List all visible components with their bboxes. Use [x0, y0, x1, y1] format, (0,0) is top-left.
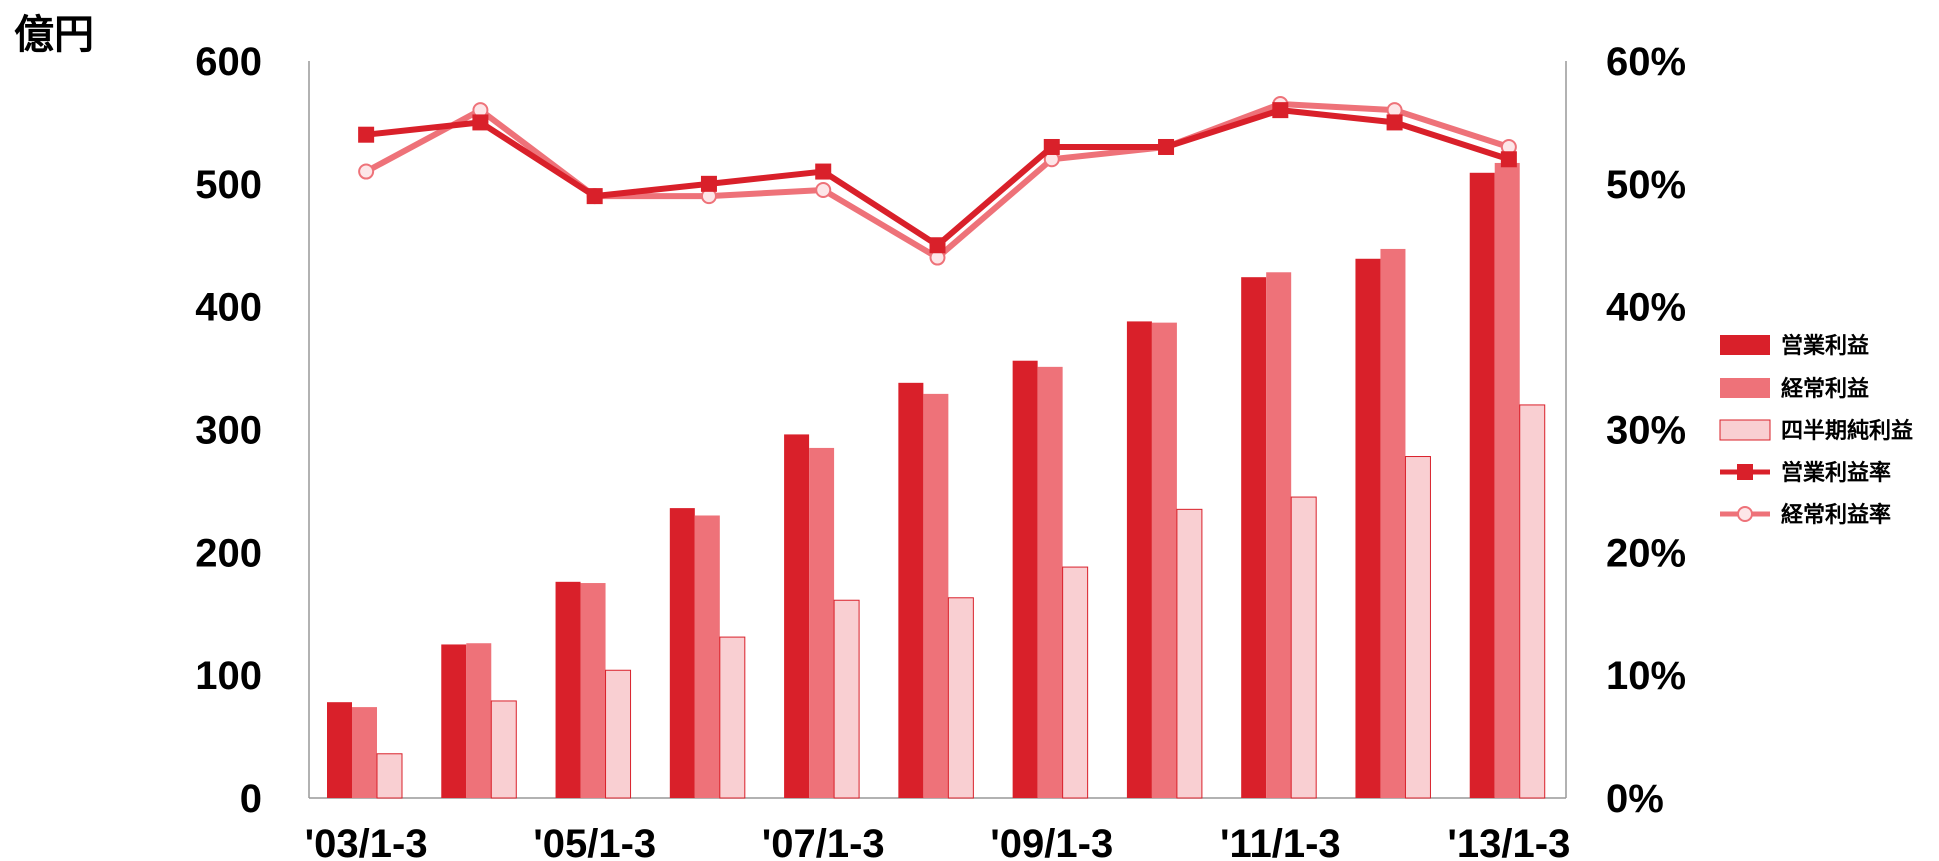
y2-tick-label: 50%	[1606, 163, 1686, 207]
y-tick-label: 400	[195, 286, 262, 330]
bar-operating-profit	[1241, 277, 1267, 799]
operating-margin-marker	[700, 175, 717, 192]
y-axis-ticks: 0 100 200 300 400 500 600	[195, 40, 262, 821]
ordinary-margin-line	[364, 100, 1510, 261]
operating-margin-marker	[1043, 138, 1060, 155]
bar-ordinary-profit	[694, 515, 720, 798]
bar-ordinary-profit	[1037, 366, 1063, 798]
bar-operating-profit	[1355, 258, 1381, 798]
legend-swatch-operating-profit	[1720, 335, 1770, 355]
bar-ordinary-profit	[923, 393, 949, 798]
x-axis-ticks: '03/1-3 '05/1-3 '07/1-3 '09/1-3 '11/1-3 '13/1…	[305, 822, 1571, 861]
bar-ordinary-profit	[352, 707, 377, 798]
bar-net-profit	[376, 753, 403, 799]
bar-operating-profit	[1126, 321, 1152, 798]
bar-ordinary-profit	[1151, 322, 1177, 798]
operating-margin-marker	[929, 237, 946, 254]
bar-operating-profit	[327, 702, 352, 798]
bar-net-profit	[1062, 566, 1089, 799]
legend-swatch-operating-margin-marker	[1737, 464, 1753, 480]
bar-net-profit	[947, 597, 974, 799]
operating-margin-marker	[1500, 151, 1517, 168]
y-tick-label: 300	[195, 409, 262, 453]
bar-operating-profit	[1469, 172, 1495, 799]
bar-net-profit	[719, 636, 746, 799]
operating-margin-marker	[815, 163, 832, 180]
lines-layer	[358, 95, 1517, 266]
y-tick-label: 0	[240, 777, 262, 821]
bar-ordinary-profit	[1266, 272, 1292, 799]
y2-tick-label: 20%	[1606, 531, 1686, 575]
bar-net-profit	[605, 669, 632, 799]
y2-tick-label: 0%	[1606, 777, 1664, 821]
bar-operating-profit	[669, 508, 695, 798]
bar-ordinary-profit	[1494, 162, 1520, 798]
operating-margin-marker	[358, 126, 375, 143]
legend-label: 営業利益率	[1781, 460, 1891, 486]
bar-operating-profit	[1012, 360, 1038, 798]
bar-net-profit	[1290, 496, 1317, 799]
bars-layer	[327, 162, 1546, 799]
bar-net-profit	[1404, 456, 1431, 799]
x-tick-label: '05/1-3	[533, 822, 656, 861]
bar-ordinary-profit	[466, 643, 492, 798]
y2-tick-label: 30%	[1606, 409, 1686, 453]
operating-margin-marker	[1386, 114, 1403, 131]
ordinary-margin-marker	[815, 181, 832, 198]
bar-operating-profit	[555, 581, 581, 798]
y-tick-label: 500	[195, 163, 262, 207]
y-tick-label: 100	[195, 654, 262, 698]
operating-margin-marker	[1272, 102, 1289, 119]
x-tick-label: '13/1-3	[1447, 822, 1570, 861]
bar-ordinary-profit	[1380, 248, 1406, 798]
bar-operating-profit	[784, 434, 810, 798]
legend-swatch-net-profit	[1719, 419, 1771, 441]
operating-margin-marker	[1158, 138, 1175, 155]
y2-tick-label: 10%	[1606, 654, 1686, 698]
legend-swatch-ordinary-profit	[1720, 378, 1770, 398]
x-tick-label: '09/1-3	[990, 822, 1113, 861]
ordinary-margin-marker	[358, 163, 375, 180]
y-tick-label: 600	[195, 40, 262, 84]
bar-net-profit	[833, 599, 860, 799]
operating-margin-marker	[472, 114, 489, 131]
legend-label: 経常利益	[1781, 376, 1869, 402]
bar-ordinary-profit	[809, 447, 835, 798]
y-axis-unit-label: 億円	[14, 12, 94, 58]
legend-label: 四半期純利益	[1781, 418, 1913, 444]
bar-operating-profit	[898, 382, 924, 798]
legend-label: 営業利益	[1781, 333, 1869, 359]
legend-label: 経常利益率	[1781, 502, 1891, 528]
bar-net-profit	[490, 700, 517, 799]
operating-margin-marker	[586, 188, 603, 205]
bar-ordinary-profit	[580, 583, 606, 798]
operating-margin-line	[365, 107, 1510, 249]
bar-operating-profit	[441, 644, 467, 798]
y2-axis-ticks: 0% 10% 20% 30% 40% 50% 60%	[1606, 40, 1686, 821]
x-tick-label: '11/1-3	[1220, 822, 1341, 861]
y2-tick-label: 40%	[1606, 286, 1686, 330]
x-tick-label: '07/1-3	[762, 822, 885, 861]
x-tick-label: '03/1-3	[305, 822, 428, 861]
legend-swatch-ordinary-margin-marker	[1737, 506, 1753, 522]
y2-tick-label: 60%	[1606, 40, 1686, 84]
bar-net-profit	[1176, 508, 1203, 799]
y-tick-label: 200	[195, 531, 262, 575]
bar-net-profit	[1519, 404, 1546, 799]
